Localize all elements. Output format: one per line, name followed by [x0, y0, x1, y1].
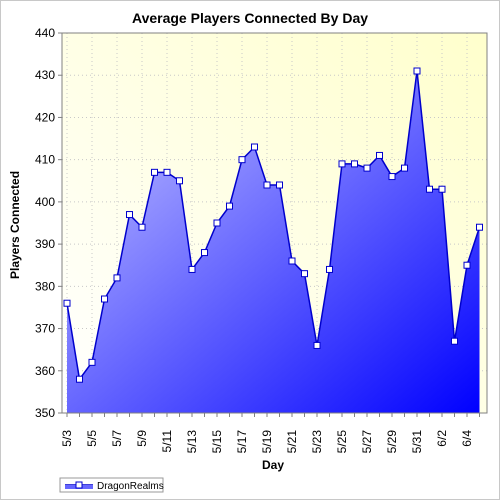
x-tick-label: 5/17: [235, 430, 249, 454]
y-tick-label: 440: [35, 26, 55, 40]
y-tick-label: 390: [35, 237, 55, 251]
y-tick-label: 370: [35, 322, 55, 336]
data-point: [451, 337, 458, 345]
x-tick-label: 5/13: [185, 430, 199, 454]
x-tick-label: 5/29: [385, 430, 399, 454]
data-point: [413, 67, 421, 75]
x-axis: 5/3 5/5 5/7 5/9 5/11 5/13 5/15 5/17 5/19 5/21 5/23…: [60, 413, 480, 453]
data-point: [226, 202, 233, 210]
data-point: [76, 375, 83, 383]
y-tick-label: 350: [35, 406, 55, 420]
data-point: [113, 274, 121, 282]
x-tick-label: 5/9: [135, 430, 149, 447]
data-point: [176, 177, 183, 185]
data-point: [401, 164, 408, 172]
y-tick-label: 410: [35, 153, 55, 167]
data-point: [476, 223, 483, 231]
data-point: [288, 257, 296, 265]
data-point: [463, 261, 471, 269]
data-point: [276, 181, 283, 189]
legend: DragonRealms: [59, 477, 164, 493]
data-point: [326, 265, 333, 273]
x-tick-label: 6/4: [460, 430, 474, 447]
data-point: [313, 341, 321, 349]
x-tick-label: 5/5: [85, 430, 99, 447]
data-point: [363, 164, 371, 172]
y-axis: 350 360 370 380 390 400 410 420 430 440: [35, 26, 62, 420]
x-tick-label: 5/27: [360, 430, 374, 454]
series-points: [63, 67, 483, 383]
y-axis-label: Players Connected: [8, 171, 22, 279]
x-tick-label: 5/21: [285, 430, 299, 454]
x-tick-label: 5/25: [335, 430, 349, 454]
data-point: [213, 219, 221, 227]
data-point: [338, 160, 346, 168]
data-point: [201, 249, 208, 257]
x-tick-label: 5/3: [60, 430, 74, 447]
chart-title: Average Players Connected By Day: [132, 10, 368, 26]
y-tick-label: 380: [35, 279, 55, 293]
y-tick-label: 360: [35, 364, 55, 378]
y-tick-label: 400: [35, 195, 55, 209]
data-point: [376, 151, 383, 159]
data-point: [438, 185, 446, 193]
data-point: [263, 181, 271, 189]
x-tick-label: 5/7: [110, 430, 124, 447]
data-point: [188, 265, 196, 273]
legend-marker: [75, 481, 83, 489]
plot-border: [61, 32, 488, 414]
data-point: [251, 143, 258, 151]
series-line: [66, 70, 481, 382]
x-tick-label: 5/23: [310, 430, 324, 454]
x-tick-label: 5/19: [260, 430, 274, 454]
series-area-fill: [67, 71, 480, 413]
data-point: [151, 168, 158, 176]
x-tick-label: 5/11: [160, 430, 174, 453]
data-point: [63, 299, 71, 307]
data-point: [426, 185, 433, 193]
data-point: [388, 173, 396, 181]
data-point: [351, 160, 358, 168]
x-tick-label: 6/2: [435, 430, 449, 447]
data-point: [101, 295, 108, 303]
data-point: [163, 168, 171, 176]
data-point: [88, 358, 96, 366]
x-tick-label: 5/31: [410, 430, 424, 454]
data-point: [238, 156, 246, 164]
data-point: [138, 223, 146, 231]
x-axis-label: Day: [262, 458, 284, 472]
y-tick-label: 420: [35, 110, 55, 124]
data-point: [301, 270, 308, 278]
legend-label: DragonRealms: [97, 481, 164, 492]
y-tick-label: 430: [35, 68, 55, 82]
data-point: [126, 211, 133, 219]
x-tick-label: 5/15: [210, 430, 224, 454]
